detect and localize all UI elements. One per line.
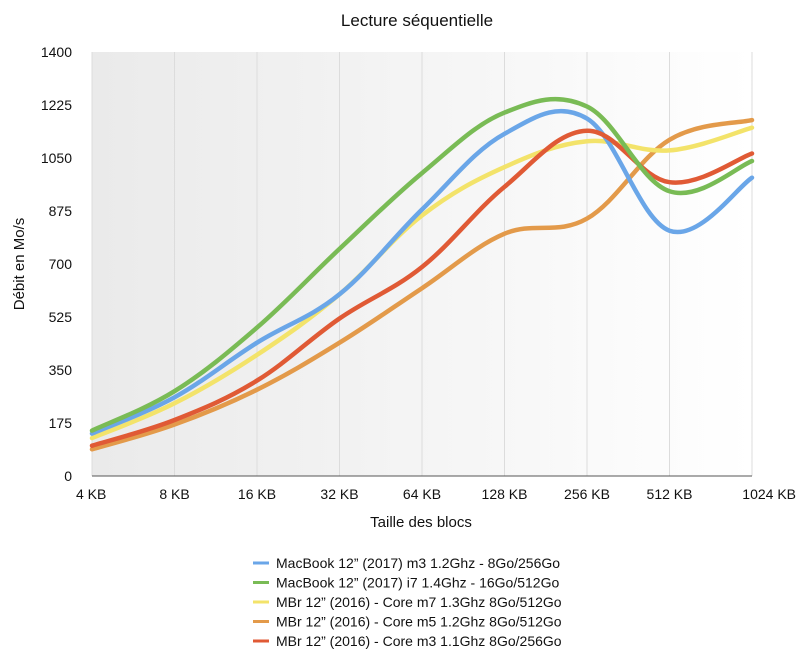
y-tick-label: 1225 [41,97,72,113]
x-axis-title: Taille des blocs [370,514,472,531]
x-tick-labels: 4 KB 8 KB 16 KB 32 KB 64 KB 128 KB 256 KB 512 K… [76,486,796,502]
x-tick-label: 128 KB [482,486,528,502]
x-tick-label: 1024 KB [742,486,796,502]
x-tick-label: 256 KB [564,486,610,502]
y-tick-label: 350 [49,362,73,378]
legend-label-2: MBr 12” (2016) - Core m7 1.3Ghz 8Go/512G… [276,594,562,610]
x-tick-label: 32 KB [320,486,358,502]
y-tick-label: 0 [64,468,72,484]
series-line-3 [89,117,755,452]
legend-label-3: MBr 12” (2016) - Core m5 1.2Ghz 8Go/512G… [276,614,562,630]
x-tick-label: 64 KB [403,486,441,502]
legend: MacBook 12” (2017) m3 1.2Ghz - 8Go/256Go… [253,555,562,649]
series-line-0 [89,108,755,436]
legend-label-0: MacBook 12” (2017) m3 1.2Ghz - 8Go/256Go [276,555,560,571]
legend-label-4: MBr 12” (2016) - Core m3 1.1Ghz 8Go/256G… [276,633,562,649]
y-tick-label: 875 [49,203,73,219]
y-tick-labels: 0 175 350 525 700 875 1050 1225 1400 [41,44,72,484]
series-line-2 [89,125,755,441]
x-tick-label: 8 KB [159,486,189,502]
y-tick-label: 175 [49,415,73,431]
x-tick-label: 16 KB [238,486,276,502]
legend-label-1: MacBook 12” (2017) i7 1.4Ghz - 16Go/512G… [276,575,559,591]
y-tick-label: 700 [49,256,73,272]
y-axis-title: Débit en Mo/s [11,218,28,311]
series-lines [89,96,755,452]
x-tick-label: 512 KB [647,486,693,502]
gridlines [91,52,753,476]
x-tick-label: 4 KB [76,486,106,502]
series-line-1 [89,96,755,433]
y-tick-label: 525 [49,309,73,325]
y-tick-label: 1050 [41,150,72,166]
y-tick-label: 1400 [41,44,72,60]
chart-title: Lecture séquentielle [341,11,493,30]
